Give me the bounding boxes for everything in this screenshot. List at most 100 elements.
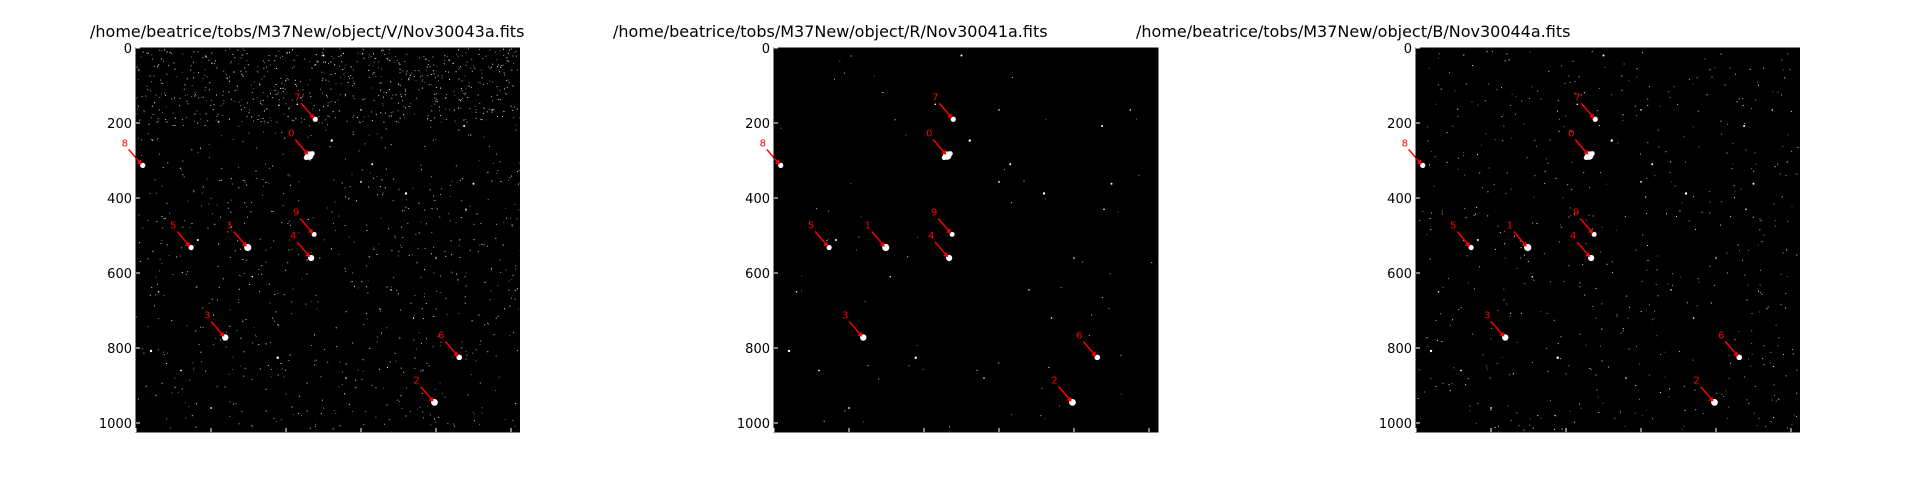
annotated-star-0: 0 [1568,129,1595,161]
y-tick-label: 200 [1387,117,1412,132]
x-tick-label: 800 [424,439,449,440]
star-label-1: 1 [865,221,871,232]
panel-v: /home/beatrice/tobs/M37New/object/V/Nov3… [0,0,640,480]
field-star [1556,356,1559,359]
x-tick-label: 200 [199,439,224,440]
star-label-8: 8 [1402,138,1408,149]
field-star [848,407,850,409]
sky-noise [136,48,520,433]
field-star [1429,349,1433,353]
star-label-2: 2 [413,375,419,386]
field-star [472,182,475,185]
field-star [1129,109,1132,111]
image-background [1416,48,1800,432]
field-star [1490,407,1492,409]
arrow-head [1066,396,1072,402]
field-star [345,377,347,379]
field-star [465,208,467,211]
arrow-head [943,252,949,257]
y-tick-label: 400 [745,192,770,207]
annotation-arrow [1513,231,1527,246]
y-tick-label: 1000 [1379,417,1412,432]
x-tick-label: 400 [274,439,299,440]
annotated-star-8: 8 [122,138,146,168]
annotated-star-5: 5 [170,221,194,251]
star-field-plot-r: 0 1 2 3 4 5 6 7 8 9 0 200 400 600 800 1000 0 200 400 600 800… [737,42,1160,440]
annotated-star-0: 0 [288,129,315,161]
star-label-3: 3 [204,311,210,322]
annotation-arrow [766,148,780,164]
arrow-head [1465,241,1471,247]
field-star [1745,208,1747,211]
annotation-arrow [814,231,828,246]
field-star [360,109,362,111]
field-star [1752,182,1755,185]
field-star [157,290,160,293]
field-star [1715,257,1717,259]
star-label-8: 8 [122,138,128,149]
arrow-head [946,228,952,234]
annotated-star-3: 3 [842,311,867,341]
field-star [1042,192,1046,195]
panel-title-r: /home/beatrice/tobs/M37New/object/R/Nov3… [613,22,1048,41]
arrow-head [305,252,311,257]
annotation-arrow [1580,102,1594,118]
field-star [390,289,392,291]
field-star [1640,109,1642,111]
annotation-arrow [128,148,142,164]
field-star [463,125,466,127]
sky-noise [1416,50,1800,431]
star-label-5: 5 [170,221,176,232]
field-star [1602,54,1605,57]
panel-r: /home/beatrice/tobs/M37New/object/R/Nov3… [613,0,1280,480]
annotation-arrow [1057,385,1072,401]
annotated-star-4: 4 [1570,231,1595,262]
annotation-arrow [294,139,308,155]
arrow-head [185,241,191,247]
field-star [1625,377,1627,379]
arrow-head [428,396,434,402]
arrow-head [1708,396,1714,402]
annotated-star-2: 2 [1693,375,1718,406]
arrow-head [1588,228,1594,234]
star-label-6: 6 [438,330,444,341]
sky-noise [780,55,1159,428]
field-star [1692,317,1695,319]
star-label-7: 7 [1574,92,1580,103]
field-star [1610,139,1613,142]
annotation-arrow [1576,241,1590,257]
field-star [322,54,325,57]
annotated-star-5: 5 [808,221,832,251]
star-field-plot-v: 0 1 2 3 4 5 6 7 8 9 0 200 400 600 800 1000 0 200 400 600 800… [99,42,520,440]
field-star [1531,275,1534,278]
image-background [774,48,1158,432]
arrow-head [1589,113,1595,119]
star-label-7: 7 [294,92,300,103]
arrow-head [857,331,863,337]
y-tick-label: 600 [745,267,770,282]
star-label-4: 4 [1570,231,1576,242]
arrow-head [1521,241,1527,247]
annotated-star-5: 5 [1450,221,1474,251]
annotation-arrow [1574,139,1588,155]
field-star [934,103,937,106]
y-tick-label: 400 [107,192,132,207]
y-tick-label: 1000 [99,417,132,432]
field-star [998,109,1000,111]
star-label-1: 1 [1507,221,1513,232]
field-star [998,180,1000,183]
annotation-arrow [934,241,948,257]
star-label-9: 9 [931,207,937,218]
field-star [1009,163,1012,166]
field-star [914,356,917,359]
x-tick-label: 400 [1554,439,1579,440]
annotated-star-7: 7 [1574,92,1598,122]
star-label-3: 3 [842,311,848,322]
field-star [412,317,415,319]
annotation-arrow [444,340,458,356]
annotated-star-7: 7 [294,92,318,122]
field-star [1576,103,1579,106]
field-star [818,369,820,372]
field-star [276,356,279,359]
field-star [1743,125,1746,127]
